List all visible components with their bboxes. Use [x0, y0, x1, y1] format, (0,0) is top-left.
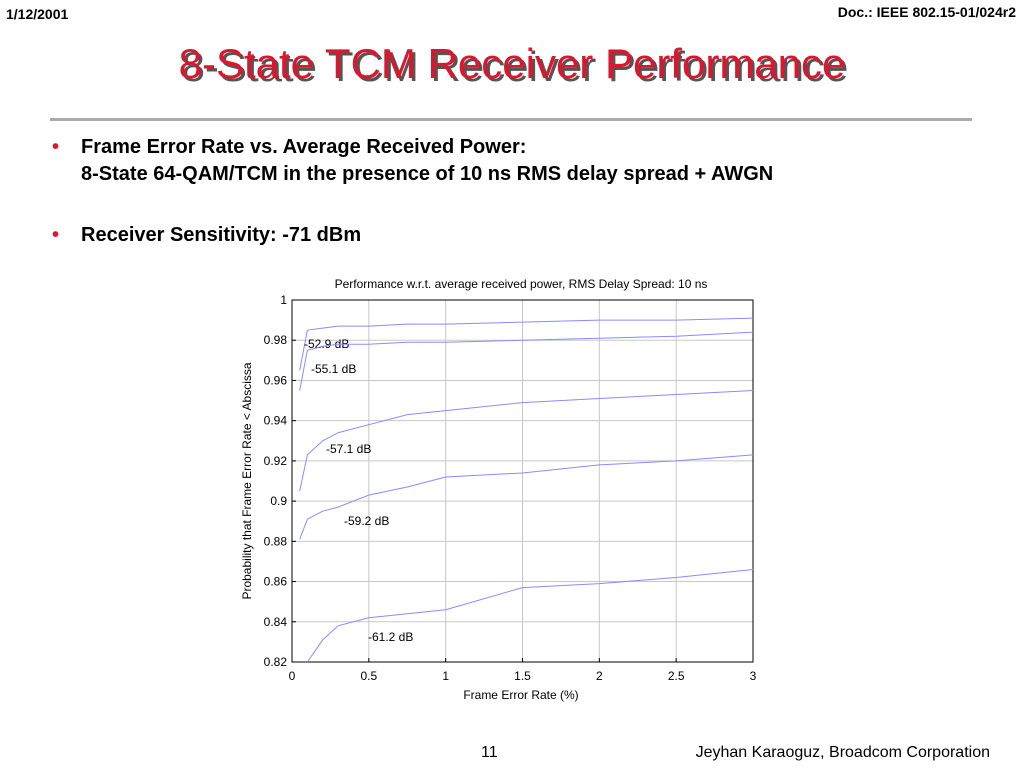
y-tick-label: 0.92	[264, 454, 288, 468]
y-tick-label: 0.86	[264, 575, 288, 589]
y-tick-label: 0.84	[264, 615, 288, 629]
y-tick-label: 1	[280, 293, 287, 307]
series-label: -52.9 dB	[304, 337, 349, 351]
series-line	[299, 390, 754, 492]
y-tick-label: 0.94	[264, 414, 288, 428]
x-tick-label: 2	[596, 669, 603, 683]
y-tick-label: 0.88	[264, 534, 288, 548]
x-tick-label: 1.5	[514, 669, 531, 683]
x-tick-label: 0	[289, 669, 296, 683]
bullet: • Frame Error Rate vs. Average Received …	[52, 134, 773, 188]
y-tick-label: 0.98	[264, 333, 288, 347]
bullet: • Receiver Sensitivity: -71 dBm	[52, 222, 361, 249]
series-label: -57.1 dB	[326, 442, 371, 456]
author: Jeyhan Karaoguz, Broadcom Corporation	[695, 744, 990, 761]
x-tick-label: 1	[442, 669, 449, 683]
page-number: 11	[481, 744, 498, 761]
x-tick-label: 2.5	[668, 669, 685, 683]
bullet-line: Frame Error Rate vs. Average Received Po…	[81, 136, 527, 158]
y-tick-label: 0.96	[264, 373, 288, 387]
y-tick-label: 0.9	[270, 494, 287, 508]
series-label: -55.1 dB	[311, 362, 356, 376]
y-tick-label: 0.82	[264, 655, 288, 669]
series-line	[299, 317, 754, 371]
series-line	[299, 454, 754, 540]
series-line	[299, 331, 754, 391]
chart-title: Performance w.r.t. average received powe…	[335, 277, 708, 291]
x-axis-label: Frame Error Rate (%)	[463, 688, 578, 702]
slide-title: 8-State TCM Receiver Performance	[178, 40, 846, 87]
bullet-line: 8-State 64-QAM/TCM in the presence of 10…	[81, 163, 774, 185]
series-label: -61.2 dB	[368, 630, 413, 644]
divider	[50, 118, 972, 121]
x-tick-label: 0.5	[360, 669, 377, 683]
series-label: -59.2 dB	[344, 514, 389, 528]
doc-id: Doc.: IEEE 802.15-01/024r2	[837, 4, 1016, 20]
bullet-line: Receiver Sensitivity: -71 dBm	[81, 224, 362, 246]
x-tick-label: 3	[750, 669, 757, 683]
y-axis-label: Probability that Frame Error Rate < Absc…	[240, 362, 254, 599]
plot-frame	[291, 299, 754, 663]
date: 1/12/2001	[6, 6, 69, 22]
series-line	[306, 568, 754, 663]
